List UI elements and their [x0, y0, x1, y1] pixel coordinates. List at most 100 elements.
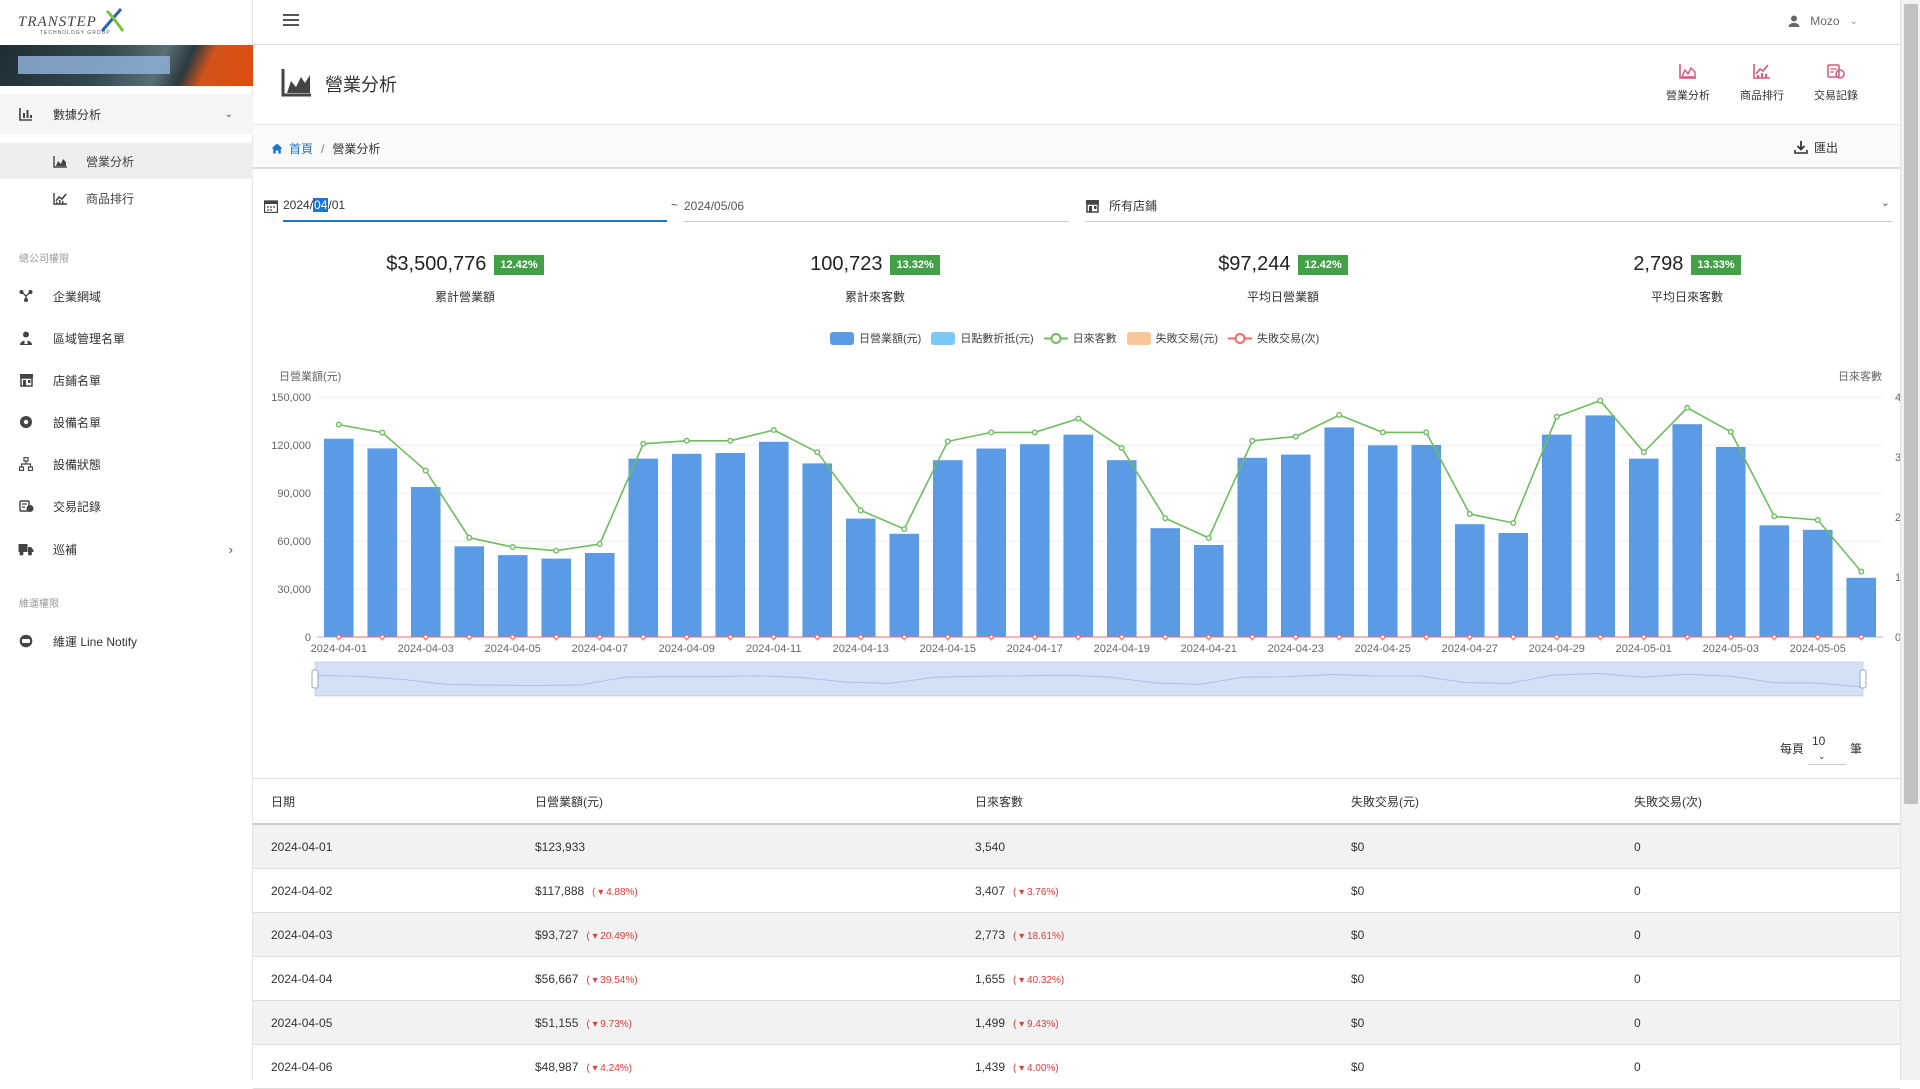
- user-icon: [1788, 15, 1800, 27]
- breadcrumb-home[interactable]: 首頁: [271, 140, 313, 157]
- column-header-revenue[interactable]: 日營業額(元): [535, 794, 603, 809]
- point-daily-customers: [1205, 534, 1212, 541]
- quick-link-transactions[interactable]: 交易記錄: [1806, 63, 1866, 103]
- point-daily-customers: [857, 507, 864, 514]
- table-row: 2024-04-02 $117,888 ( ▾ 4.88%) 3,407 ( ▾ 3.7…: [253, 869, 1900, 913]
- user-menu[interactable]: Mozo ⌄: [1788, 14, 1858, 28]
- bar-daily-revenue: [323, 438, 354, 637]
- nav-item-enterprise-domain[interactable]: 企業網域: [0, 278, 253, 314]
- legend-item-revenue[interactable]: 日營業額(元): [830, 330, 921, 346]
- point-daily-customers: [944, 438, 951, 445]
- bar-daily-revenue: [541, 558, 572, 637]
- nav-item-device-status[interactable]: 設備狀態: [0, 446, 253, 482]
- nav-sub-product-ranking[interactable]: 商品排行: [0, 180, 253, 216]
- nav-item-transactions[interactable]: 交易記錄: [0, 488, 253, 524]
- bar-daily-revenue: [845, 518, 876, 637]
- page-size-select[interactable]: 10 ⌄: [1807, 732, 1846, 765]
- zoom-brush-handle-right[interactable]: [1859, 669, 1867, 689]
- bar-daily-revenue: [715, 453, 746, 637]
- bar-daily-revenue: [628, 458, 659, 637]
- point-failed-count: [1119, 634, 1125, 640]
- point-daily-customers: [1249, 437, 1256, 444]
- bar-daily-revenue: [1454, 524, 1485, 637]
- point-failed-count: [814, 634, 820, 640]
- x-tick-label: 2024-05-03: [1703, 643, 1759, 655]
- cell-revenue-value: $123,933: [535, 839, 586, 854]
- page-scrollbar[interactable]: [1900, 0, 1920, 1080]
- bar-daily-revenue: [1628, 458, 1659, 637]
- zoom-brush-handle-left[interactable]: [311, 669, 319, 689]
- legend-item-failed-count[interactable]: 失敗交易(次): [1227, 330, 1319, 346]
- point-daily-customers: [1727, 428, 1734, 435]
- column-header-customers[interactable]: 日來客數: [975, 794, 1024, 809]
- x-tick-label: 2024-04-19: [1094, 643, 1150, 655]
- store-select[interactable]: 所有店鋪 ⌄: [1085, 190, 1892, 222]
- coins-icon: [1806, 63, 1866, 83]
- legend-label: 日營業額(元): [859, 333, 922, 345]
- nav-item-line-notify[interactable]: 維運 Line Notify: [0, 623, 253, 659]
- nav-sub-business-analysis[interactable]: 營業分析: [0, 143, 253, 179]
- breadcrumb-home-label: 首頁: [289, 142, 314, 156]
- change-indicator: ( ▾ 40.32%): [1013, 974, 1065, 986]
- point-daily-customers: [683, 437, 690, 444]
- trend-chart-icon: [52, 190, 68, 206]
- end-date-value: 2024/05/06: [684, 198, 745, 213]
- export-button[interactable]: 匯出: [1794, 139, 1838, 156]
- cell-failed-amount: $0: [1351, 884, 1364, 898]
- start-date-input[interactable]: 2024/04/01: [264, 190, 667, 222]
- nav-group-data-analysis[interactable]: 數據分析 ⌄: [0, 94, 253, 134]
- change-indicator: ( ▾ 3.76%): [1013, 886, 1059, 898]
- quick-link-product-ranking[interactable]: 商品排行: [1732, 63, 1792, 103]
- logo[interactable]: TRANSTEP TECHNOLOGY GROUP: [0, 0, 253, 45]
- point-daily-customers: [422, 467, 429, 474]
- point-failed-count: [379, 634, 385, 640]
- change-indicator: ( ▾ 18.61%): [1013, 930, 1065, 942]
- logo-subtitle: TECHNOLOGY GROUP: [40, 30, 111, 36]
- menu-toggle-icon[interactable]: [283, 14, 299, 28]
- legend-swatch: [830, 331, 854, 345]
- nav-item-device-list[interactable]: 設備名單: [0, 404, 253, 440]
- cell-failed-amount-value: $0: [1351, 1015, 1365, 1030]
- kpi-label: 平均日來客數: [1650, 290, 1723, 304]
- point-failed-count: [1510, 634, 1516, 640]
- legend-item-customers[interactable]: 日來客數: [1043, 330, 1117, 346]
- column-header-failed-count[interactable]: 失敗交易(次): [1634, 794, 1702, 809]
- end-date-input[interactable]: 2024/05/06: [684, 190, 1069, 222]
- quick-link-business-analysis[interactable]: 營業分析: [1658, 63, 1718, 103]
- chart-legend: 日營業額(元) 日點數折抵(元) 日來客數 失敗交易(元) 失敗交易(次): [830, 330, 1319, 346]
- nav-item-store-list[interactable]: 店鋪名單: [0, 362, 253, 398]
- point-failed-count: [510, 634, 516, 640]
- table-row: 2024-04-05 $51,155 ( ▾ 9.73%) 1,499 ( ▾ 9.43…: [253, 1001, 1900, 1045]
- download-icon: [1794, 141, 1808, 154]
- legend-item-failed-amount[interactable]: 失敗交易(元): [1126, 330, 1218, 346]
- table-row: 2024-04-04 $56,667 ( ▾ 39.54%) 1,655 ( ▾ 40.…: [253, 957, 1900, 1001]
- x-tick-label: 2024-04-23: [1268, 643, 1324, 655]
- scrollbar-thumb[interactable]: [1904, 4, 1918, 804]
- legend-line-swatch: [1043, 332, 1068, 344]
- x-tick-label: 2024-04-17: [1007, 643, 1063, 655]
- point-failed-count: [1032, 634, 1038, 640]
- change-indicator: ( ▾ 4.24%): [586, 1062, 632, 1074]
- y-tick-right: 1,000: [1895, 572, 1900, 584]
- nav-item-region-managers[interactable]: 區域管理名單: [0, 320, 253, 356]
- point-daily-customers: [1640, 449, 1647, 456]
- point-daily-customers: [1292, 433, 1299, 440]
- cell-date-value: 2024-04-04: [271, 971, 333, 986]
- column-header-date[interactable]: 日期: [271, 794, 296, 809]
- chevron-down-icon: ⌄: [1880, 197, 1890, 209]
- chevron-down-icon: ⌄: [1817, 751, 1826, 761]
- cell-date: 2024-04-04: [271, 972, 332, 986]
- nav-item-replenish[interactable]: 巡補 ›: [0, 531, 253, 567]
- bar-daily-revenue: [1324, 427, 1355, 637]
- column-header-failed-amount[interactable]: 失敗交易(元): [1351, 794, 1419, 809]
- cell-failed-amount-value: $0: [1351, 839, 1365, 854]
- bar-daily-revenue: [1498, 533, 1529, 637]
- point-daily-customers: [988, 429, 995, 436]
- change-indicator: ( ▾ 20.49%): [586, 930, 638, 942]
- cell-failed-count: 0: [1634, 928, 1641, 942]
- point-daily-customers: [1597, 397, 1604, 404]
- cell-date: 2024-04-03: [271, 928, 332, 942]
- legend-item-points[interactable]: 日點數折抵(元): [931, 330, 1034, 346]
- point-failed-count: [1597, 634, 1603, 640]
- user-manager-icon: [18, 330, 34, 346]
